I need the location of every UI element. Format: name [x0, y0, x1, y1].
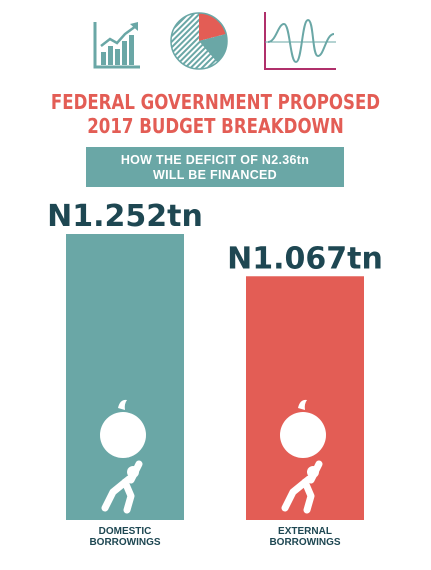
- chart-title-line-2: 2017 BUDGET BREAKDOWN: [87, 114, 344, 138]
- bar-domestic: [66, 234, 184, 520]
- category-label: BORROWINGS: [89, 537, 160, 548]
- subtitle-banner: HOW THE DEFICIT OF N2.36tn WILL BE FINAN…: [86, 147, 344, 187]
- subtitle-line-2: WILL BE FINANCED: [152, 168, 277, 182]
- debt-burden-icon: [280, 399, 326, 514]
- pie-chart-icon: [170, 12, 228, 70]
- bar-chart: N1.252tnDOMESTICBORROWINGSN1.067tnEXTERN…: [47, 199, 383, 548]
- category-label: EXTERNAL: [278, 526, 332, 537]
- debt-burden-icon: [100, 399, 146, 514]
- category-label: BORROWINGS: [269, 537, 340, 548]
- chart-title-line-1: FEDERAL GOVERNMENT PROPOSED: [50, 90, 381, 114]
- value-label: N1.252tn: [47, 199, 203, 234]
- bar-growth-icon: [93, 22, 140, 69]
- value-label: N1.067tn: [227, 241, 383, 276]
- icon-row: [0, 8, 431, 78]
- line-wave-icon: [264, 12, 336, 70]
- category-label: DOMESTIC: [99, 526, 152, 537]
- subtitle-line-1: HOW THE DEFICIT OF N2.36tn: [120, 153, 310, 167]
